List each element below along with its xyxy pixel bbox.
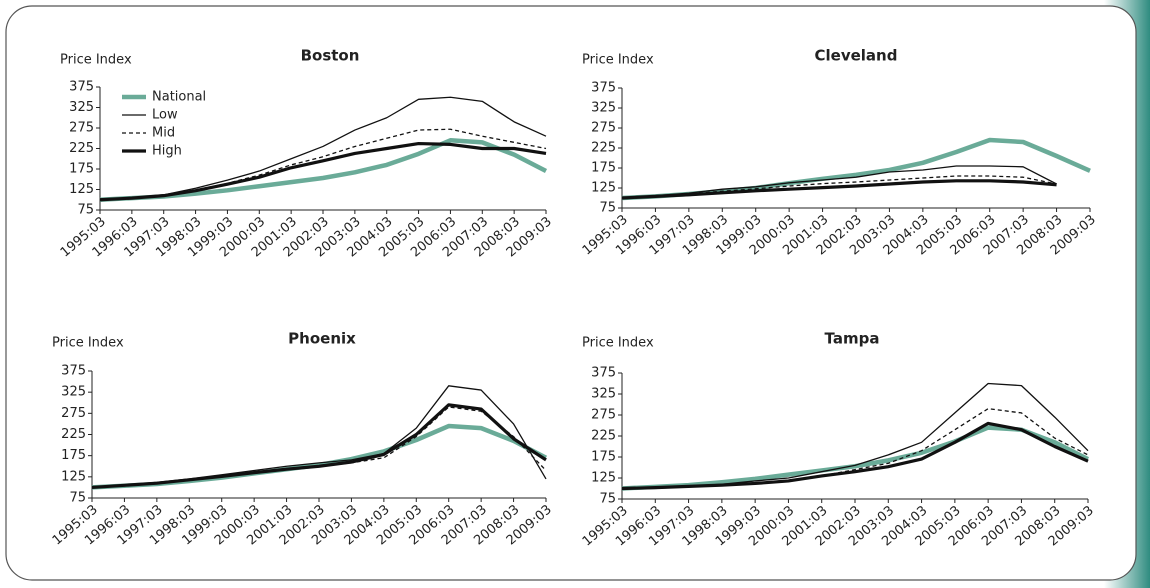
y-tick-label: 225 xyxy=(591,429,616,444)
y-tick-label: 175 xyxy=(591,450,616,465)
y-axis-label: Price Index xyxy=(582,336,654,351)
chart-title: Cleveland xyxy=(815,47,898,65)
y-tick-label: 175 xyxy=(69,162,94,177)
y-tick-label: 175 xyxy=(61,448,86,463)
y-tick-label: 275 xyxy=(61,406,86,421)
chart-title: Tampa xyxy=(825,330,880,348)
line xyxy=(91,403,547,490)
line xyxy=(621,179,1057,200)
y-tick-label: 325 xyxy=(69,100,94,115)
line xyxy=(621,421,1089,491)
y-tick-label: 225 xyxy=(591,141,616,156)
legend-label: National xyxy=(152,90,206,105)
legend-label: Mid xyxy=(152,126,175,141)
y-tick-label: 225 xyxy=(69,141,94,156)
y-tick-label: 75 xyxy=(599,492,616,507)
line xyxy=(99,141,547,202)
y-tick-label: 275 xyxy=(591,121,616,136)
line xyxy=(621,165,1057,199)
y-tick-label: 75 xyxy=(599,201,616,216)
y-tick-label: 375 xyxy=(591,81,616,96)
y-tick-label: 75 xyxy=(69,491,86,506)
y-tick-label: 225 xyxy=(61,427,86,442)
legend-label: High xyxy=(152,144,182,159)
chart-title: Boston xyxy=(301,47,360,65)
panel xyxy=(5,5,1137,581)
y-tick-label: 375 xyxy=(69,80,94,95)
y-tick-label: 375 xyxy=(61,364,86,379)
y-tick-label: 125 xyxy=(591,471,616,486)
y-axis-label: Price Index xyxy=(52,336,124,351)
y-tick-label: 175 xyxy=(591,161,616,176)
y-tick-label: 325 xyxy=(61,385,86,400)
y-tick-label: 275 xyxy=(69,121,94,136)
line xyxy=(99,128,547,201)
y-axis-label: Price Index xyxy=(582,53,654,68)
legend-label: Low xyxy=(152,108,178,123)
chart-title: Phoenix xyxy=(288,330,356,348)
y-tick-label: 325 xyxy=(591,387,616,402)
y-tick-label: 375 xyxy=(591,366,616,381)
y-tick-label: 275 xyxy=(591,408,616,423)
y-tick-label: 125 xyxy=(591,181,616,196)
y-tick-label: 125 xyxy=(69,182,94,197)
y-tick-label: 75 xyxy=(77,203,94,218)
y-tick-label: 125 xyxy=(61,469,86,484)
y-axis-label: Price Index xyxy=(60,53,132,68)
y-tick-label: 325 xyxy=(591,101,616,116)
